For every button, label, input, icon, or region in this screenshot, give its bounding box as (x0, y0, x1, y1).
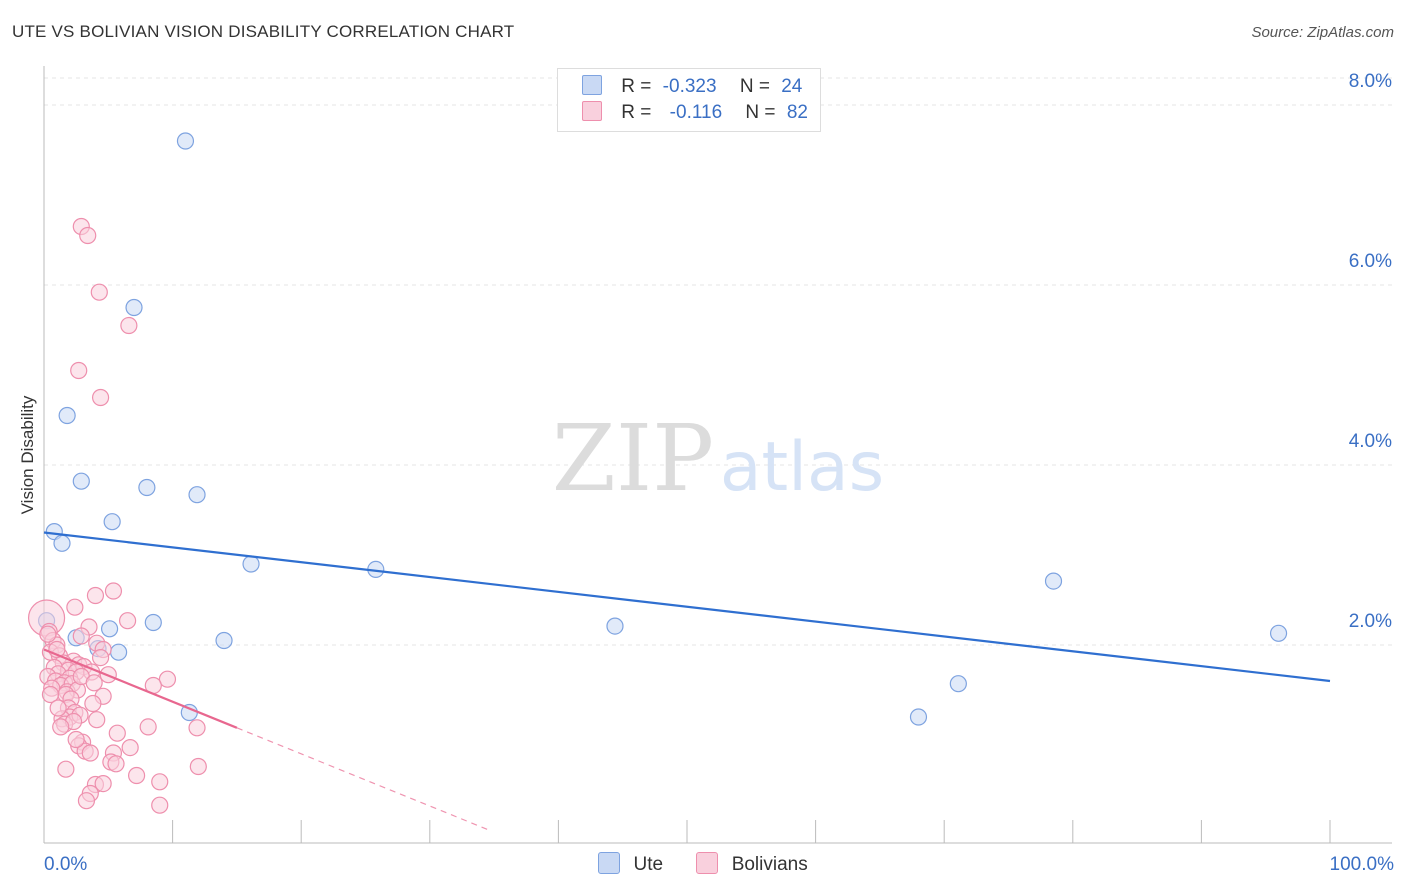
data-point-ute (58, 406, 76, 425)
chart-title: UTE VS BOLIVIAN VISION DISABILITY CORREL… (12, 22, 515, 41)
axes (43, 66, 1392, 844)
data-point-bolivians (52, 718, 70, 736)
legend-r-value: -0.116 (669, 102, 723, 123)
data-point-bolivians (70, 361, 88, 380)
data-point-bolivians (79, 226, 97, 245)
trend-extension-bolivians (236, 727, 488, 831)
legend-n-label: N = (739, 76, 770, 97)
data-point-bolivians (91, 388, 110, 407)
data-point-bolivians (67, 730, 85, 749)
legend-n-value: 24 (781, 76, 803, 97)
legend-r-label: R = (621, 102, 652, 123)
trend-line-bolivians (43, 648, 238, 729)
y-tick-label: 8.0% (1349, 71, 1392, 92)
data-point-ute (53, 534, 71, 552)
legend-n-value: 82 (786, 102, 808, 123)
data-point-bolivians (188, 719, 206, 737)
data-point-ute (949, 675, 967, 693)
data-point-ute (144, 613, 162, 632)
legend-row-bolivians: R = -0.116 N = 82 (582, 101, 808, 125)
data-point-bolivians (107, 755, 125, 773)
data-point-bolivians (57, 760, 75, 778)
y-tick-label: 2.0% (1349, 611, 1392, 632)
data-point-bolivians (151, 773, 169, 791)
trend-lines (43, 531, 1331, 831)
chart-source: Source: ZipAtlas.com (1251, 24, 1394, 41)
data-point-ute (1044, 572, 1063, 590)
trend-line-ute (43, 531, 1331, 683)
series-legend-bolivians[interactable]: Bolivians (696, 852, 808, 876)
data-point-ute (215, 631, 233, 650)
data-point-bolivians (66, 598, 84, 616)
data-point-bolivians (118, 612, 137, 630)
legend-row-ute: R = -0.323 N = 24 (582, 75, 802, 99)
data-point-bolivians (120, 316, 138, 335)
data-point-ute (103, 513, 121, 531)
data-point-ute (125, 298, 143, 317)
series-label-ute: Ute (633, 854, 664, 875)
data-point-bolivians (86, 586, 105, 605)
data-point-bolivians (90, 283, 108, 301)
data-point-bolivians (88, 711, 106, 729)
data-point-bolivians (158, 670, 177, 688)
tick-labels: 2.0% 4.0% 6.0% 8.0% 0.0% 100.0% (44, 71, 1394, 875)
data-points (27, 132, 1288, 814)
data-point-bolivians (189, 757, 207, 776)
correlation-legend: R = -0.323 N = 24 R = -0.116 N = 82 (557, 68, 821, 132)
data-point-bolivians (49, 699, 67, 717)
series-legend: Ute Bolivians (0, 852, 1406, 876)
series-swatch-ute (598, 852, 621, 874)
data-point-ute (188, 486, 206, 504)
y-tick-label: 6.0% (1349, 251, 1392, 272)
data-point-ute (909, 708, 928, 726)
legend-n-label: N = (745, 102, 776, 123)
data-point-bolivians (121, 738, 139, 757)
legend-r-label: R = (621, 76, 652, 97)
series-label-bolivians: Bolivians (731, 854, 808, 875)
series-legend-ute[interactable]: Ute (598, 852, 663, 876)
data-point-ute (72, 472, 90, 490)
watermark-zip: ZIP (552, 405, 714, 512)
x-tick-label: 0.0% (44, 854, 87, 875)
watermark: ZIP atlas (552, 405, 884, 512)
data-point-bolivians (94, 774, 112, 793)
watermark-atlas: atlas (720, 428, 884, 507)
data-point-bolivians (81, 744, 99, 762)
legend-r-value: -0.323 (662, 76, 717, 97)
data-point-ute (138, 478, 156, 497)
data-point-bolivians (85, 674, 103, 692)
y-axis-label: Vision Disability (18, 395, 37, 515)
data-point-bolivians (41, 685, 60, 704)
data-point-ute (1269, 624, 1288, 642)
data-point-bolivians (84, 694, 102, 713)
data-point-bolivians (104, 582, 123, 600)
data-point-ute (242, 555, 260, 573)
y-tick-label: 4.0% (1349, 431, 1392, 452)
data-point-bolivians (91, 648, 110, 667)
data-point-bolivians (139, 718, 157, 736)
data-point-bolivians (77, 792, 96, 810)
x-tick-label: 100.0% (1330, 854, 1395, 875)
data-point-bolivians (151, 796, 169, 814)
series-swatch-bolivians (696, 852, 719, 874)
data-point-bolivians (39, 625, 57, 643)
data-point-ute (100, 620, 119, 638)
legend-swatch-bolivians (582, 101, 602, 121)
data-point-ute (176, 132, 195, 150)
data-point-bolivians (127, 766, 146, 785)
data-point-bolivians (72, 627, 90, 645)
legend-swatch-ute (582, 75, 602, 95)
data-point-bolivians (108, 724, 126, 742)
data-point-ute (109, 643, 128, 661)
data-point-ute (606, 617, 624, 635)
